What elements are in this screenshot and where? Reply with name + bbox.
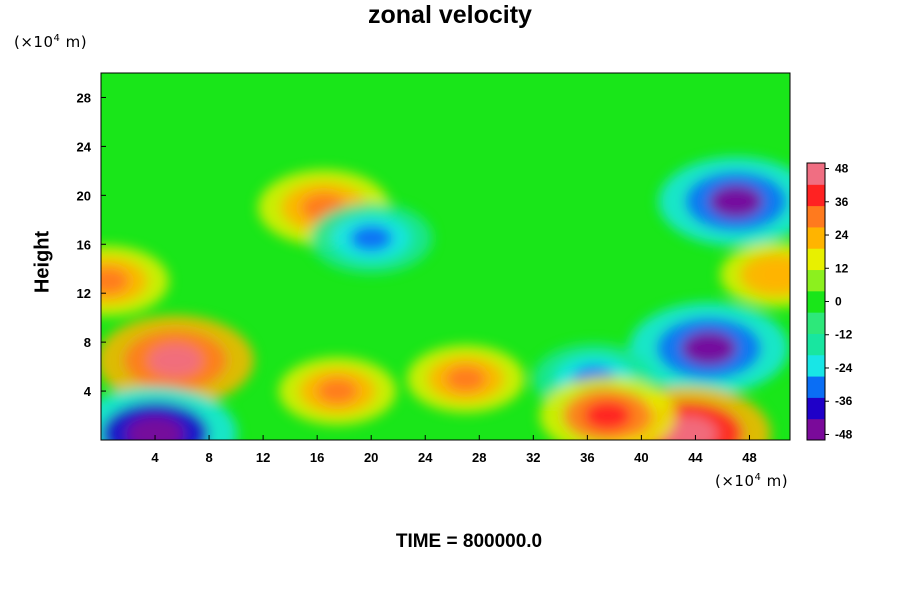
plot-frame [100,72,791,441]
heat-blob-core [350,224,393,252]
colorbar-segment [807,184,825,207]
heat-blob-core [445,366,487,392]
y-tick-label: 8 [84,335,91,350]
x-axis-unit: (×104 m) [715,472,789,490]
colorbar-segment [807,312,825,334]
colorbar-segment [807,205,825,228]
heat-blob-core [101,267,129,295]
colorbar-segment [807,226,825,249]
chart-title: zonal velocity [368,1,532,29]
colorbar-segment [807,333,825,356]
colorbar-tick-label: 0 [835,295,842,309]
colorbar-segment [807,354,825,377]
heat-blob-core [148,343,203,378]
heat-blob-core [709,184,763,219]
x-tick-label: 40 [634,450,648,465]
heat-blob-core [756,262,790,287]
colorbar-segment [807,376,825,398]
x-tick-label: 20 [364,450,378,465]
x-tick-label: 8 [205,450,212,465]
y-tick-label: 24 [77,139,92,154]
heat-blob-core [126,416,184,440]
colorbar-tick-label: -36 [835,394,853,408]
time-label: TIME = 800000.0 [395,531,543,552]
colorbar-segment [807,397,825,420]
x-tick-label: 28 [472,450,486,465]
y-tick-label: 4 [84,384,92,399]
colorbar-segment [807,418,825,441]
colorbar-segment [807,269,825,292]
y-tick-label: 28 [77,90,91,105]
heat-blob-core [681,331,737,366]
x-tick-label: 12 [256,450,270,465]
y-tick-label: 12 [77,286,91,301]
colorbar-segment [807,248,825,271]
colorbar-tick-label: -12 [835,328,853,342]
colorbar-tick-label: -48 [835,427,853,441]
x-tick-label: 44 [688,450,703,465]
colorbar-tick-label: 36 [835,195,849,209]
y-axis-unit: (×104 m) [14,33,88,51]
x-tick-label: 16 [310,450,324,465]
colorbar-segment [807,290,825,313]
colorbar-tick-label: 48 [835,162,849,176]
x-tick-label: 4 [151,450,159,465]
heat-blob-core [584,400,632,431]
colorbar-segment [807,163,825,185]
x-tick-label: 32 [526,450,540,465]
colorbar-tick-label: 12 [835,261,849,275]
colorbar-tick-label: 24 [835,228,849,242]
x-tick-label: 48 [742,450,756,465]
plot-area [101,73,790,440]
heat-blob-core [317,378,358,404]
y-tick-label: 16 [77,237,91,252]
y-tick-label: 20 [77,188,91,203]
colorbar-tick-label: -24 [835,361,853,375]
x-tick-label: 36 [580,450,594,465]
x-tick-label: 24 [418,450,433,465]
